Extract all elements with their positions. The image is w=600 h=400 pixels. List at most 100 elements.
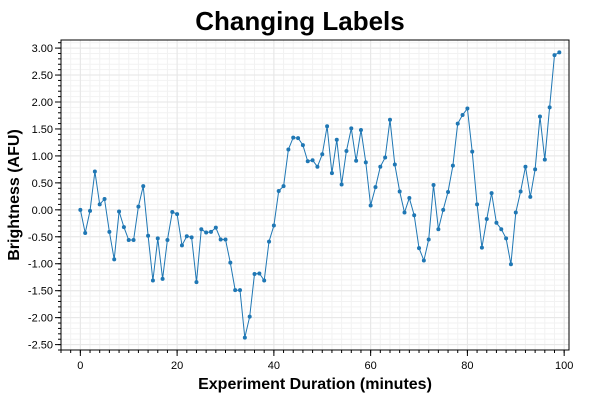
y-tick-label: -0.50 (28, 232, 53, 244)
y-tick-label: -1.00 (28, 259, 53, 271)
x-tick-label: 60 (365, 360, 377, 372)
data-point (368, 203, 373, 208)
y-tick-label: 0.00 (32, 205, 53, 217)
data-point (363, 160, 368, 165)
data-point (484, 216, 489, 221)
data-point (184, 234, 189, 239)
chart-title: Changing Labels (195, 6, 405, 36)
data-point (392, 162, 397, 167)
data-point (523, 164, 528, 169)
data-point (465, 106, 470, 111)
data-point (446, 190, 451, 195)
data-point (175, 212, 180, 217)
x-tick-label: 20 (171, 360, 183, 372)
y-tick-label: -2.50 (28, 340, 53, 352)
data-point (436, 227, 441, 232)
axis-ticks: 3.00 2.50 2.00 1.50 1.00 0.50 0.00 -0.50 -1.00 -1… (28, 42, 573, 372)
data-point (475, 202, 480, 207)
data-point (218, 237, 223, 242)
data-point (131, 238, 136, 243)
data-point (494, 220, 499, 225)
data-point (286, 147, 291, 152)
data-point (470, 149, 475, 154)
data-point (310, 158, 315, 163)
data-point (267, 239, 272, 244)
y-tick-label: -2.00 (28, 313, 53, 325)
data-point (383, 155, 388, 160)
data-point (412, 213, 417, 218)
x-tick-label: 80 (461, 360, 473, 372)
data-point (300, 143, 305, 148)
data-point (97, 202, 102, 207)
data-point (238, 288, 243, 293)
data-point (112, 257, 117, 262)
data-point (460, 112, 465, 117)
x-tick-label: 0 (77, 360, 83, 372)
data-point (165, 238, 170, 243)
data-point (136, 204, 141, 209)
data-point (262, 278, 267, 283)
data-point (504, 236, 509, 241)
data-point (557, 50, 562, 55)
data-point (513, 210, 518, 215)
x-tick-label: 40 (268, 360, 280, 372)
data-point (126, 238, 131, 243)
data-point (547, 105, 552, 110)
data-point (155, 236, 160, 241)
data-point (528, 194, 533, 199)
data-series (78, 50, 562, 340)
x-axis-label: Experiment Duration (minutes) (198, 376, 432, 393)
data-point (242, 335, 247, 340)
data-point (271, 223, 276, 228)
data-point (552, 53, 557, 58)
data-point (252, 271, 257, 276)
data-point (315, 164, 320, 169)
data-point (325, 124, 330, 129)
data-point (421, 258, 426, 263)
data-point (204, 230, 209, 235)
data-point (141, 184, 146, 189)
data-point (83, 231, 88, 236)
y-tick-label: 2.00 (32, 97, 53, 109)
data-point (291, 135, 296, 140)
y-tick-label: -1.50 (28, 286, 53, 298)
data-point (150, 278, 155, 283)
data-point (247, 314, 252, 319)
data-point (354, 158, 359, 163)
data-point (508, 262, 513, 267)
data-point (397, 189, 402, 194)
data-point (208, 229, 213, 234)
data-point (296, 136, 301, 141)
data-point (92, 169, 97, 174)
y-tick-label: 3.00 (32, 43, 53, 55)
data-point (107, 229, 112, 234)
data-point (455, 121, 460, 126)
data-point (88, 208, 93, 213)
y-axis-label: Brightness (AFU) (6, 129, 23, 261)
data-point (518, 189, 523, 194)
data-point (281, 184, 286, 189)
data-point (542, 157, 547, 162)
data-point (329, 171, 334, 176)
y-tick-label: 1.50 (32, 124, 53, 136)
series-line (79, 51, 560, 338)
data-point (117, 209, 122, 214)
data-point (179, 243, 184, 248)
plot-area-frame (60, 39, 570, 351)
data-point (479, 245, 484, 250)
data-point (213, 225, 218, 230)
data-point (194, 280, 199, 285)
data-point (402, 210, 407, 215)
data-point (441, 207, 446, 212)
data-point (373, 185, 378, 190)
data-point (257, 271, 262, 276)
data-point (121, 225, 126, 230)
y-tick-label: 0.50 (32, 178, 53, 190)
data-point (407, 195, 412, 200)
data-point (417, 246, 422, 251)
data-point (533, 167, 538, 172)
grid-lines (60, 40, 569, 351)
data-point (344, 149, 349, 154)
data-point (233, 288, 238, 293)
